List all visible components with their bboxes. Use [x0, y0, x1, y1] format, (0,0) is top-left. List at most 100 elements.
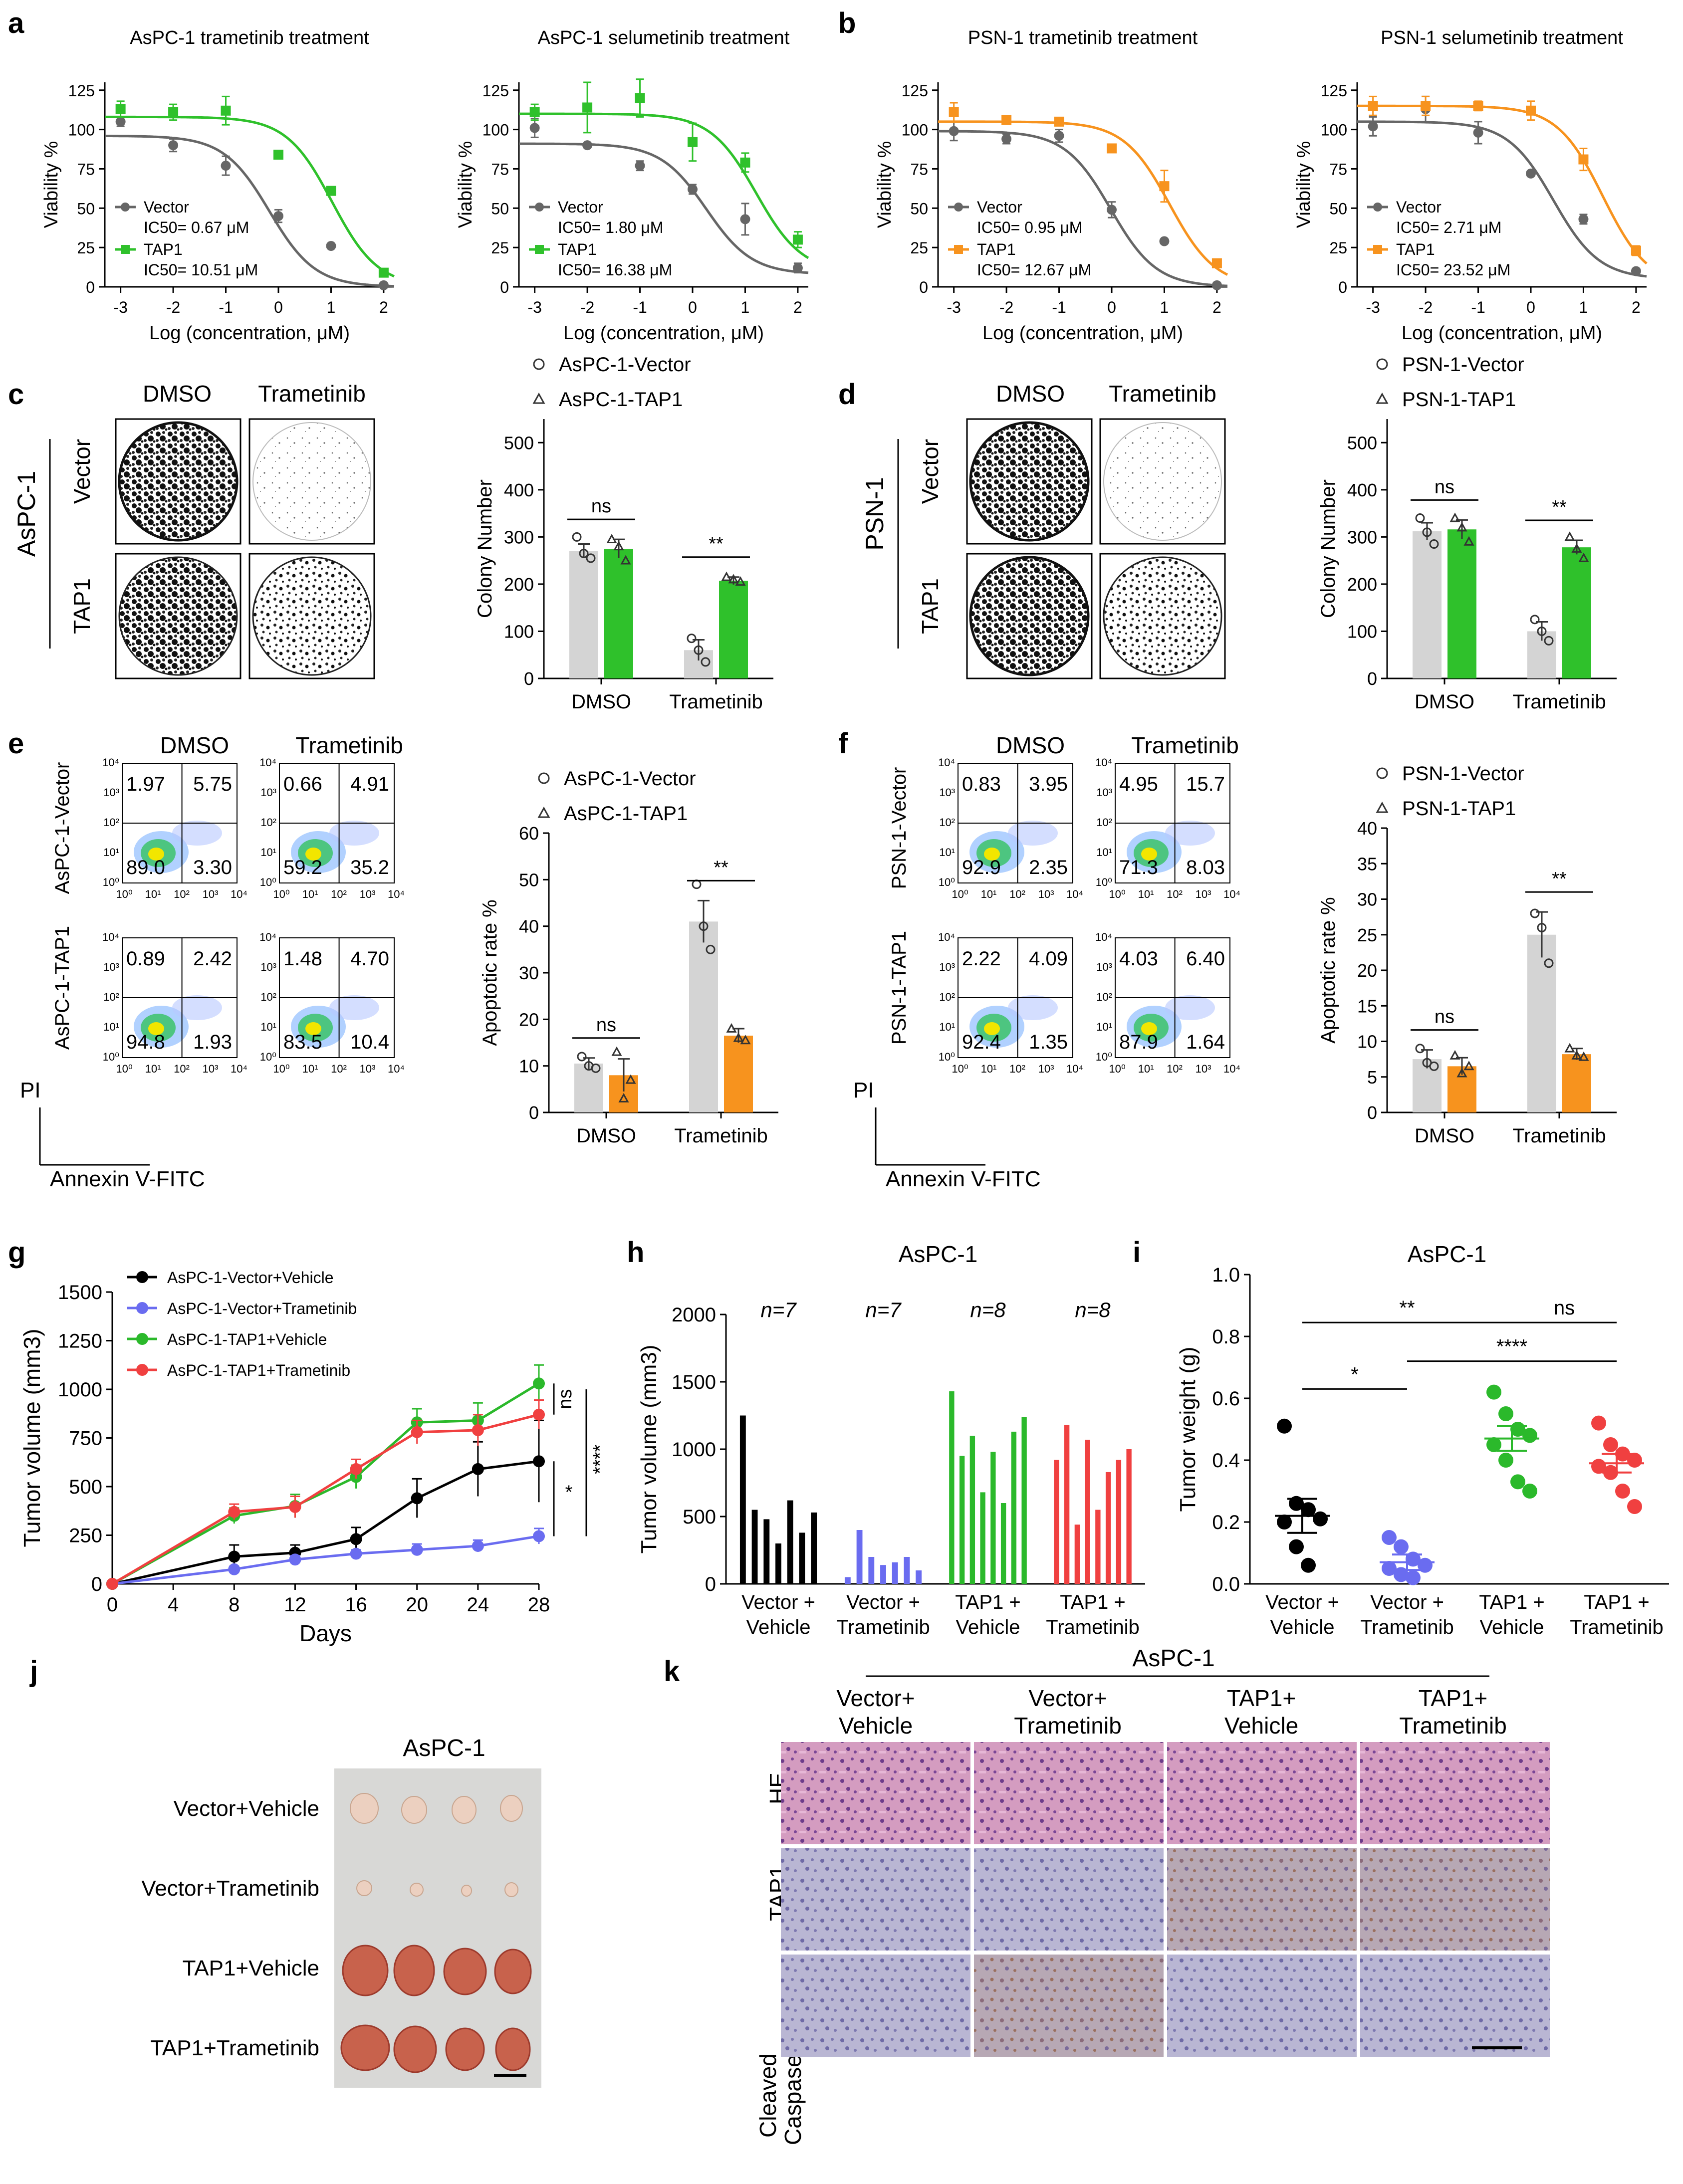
- y-axis-label: Colony Number: [474, 479, 496, 618]
- k-col-label: Trametinib: [1014, 1713, 1122, 1739]
- data-point: [378, 267, 389, 278]
- tumor: [410, 1883, 424, 1897]
- data-point: [586, 553, 596, 563]
- flow-cloud: [148, 848, 164, 861]
- tumor: [356, 1880, 372, 1896]
- flow-y-tick: 10²: [260, 991, 276, 1003]
- data-point: [1277, 1418, 1292, 1434]
- flow-x-tick: 10⁰: [952, 888, 968, 900]
- data-point: [1422, 527, 1432, 537]
- data-point: [728, 574, 739, 584]
- legend-label: PSN-1-TAP1: [1402, 389, 1516, 411]
- k-col-label: Vector+: [836, 1685, 915, 1711]
- bar: [739, 1415, 746, 1584]
- x-axis-label: Log (concentration, μM): [563, 323, 764, 344]
- y-tick-label: 0.2: [1212, 1512, 1240, 1533]
- j-row-label: Vector+Vehicle: [174, 1796, 319, 1821]
- flow-y-tick: 10¹: [939, 1021, 955, 1033]
- bar: [1413, 531, 1442, 678]
- flow-y-tick: 10⁴: [1095, 931, 1112, 943]
- significance-label: ns: [591, 496, 611, 517]
- chart-title: PSN-1 selumetinib treatment: [1381, 27, 1623, 48]
- data-point: [1159, 236, 1170, 246]
- quadrant-value: 1.97: [126, 773, 165, 795]
- quadrant-value: 2.22: [962, 948, 1001, 970]
- data-point: [792, 263, 803, 273]
- panel-letter-f: f: [838, 727, 848, 760]
- data-point: [1277, 1515, 1292, 1529]
- y-tick-label: 125: [1321, 82, 1347, 100]
- legend-label: AsPC-1-Vector: [559, 354, 691, 376]
- x-tick-label: 1: [327, 298, 336, 316]
- colony-well: [1103, 556, 1222, 676]
- k-col-label: Vector+: [1028, 1685, 1107, 1711]
- legend-marker: [533, 358, 545, 370]
- y-tick-label: 0: [529, 1102, 539, 1123]
- d-row-tap1: TAP1: [917, 578, 943, 634]
- significance-label: *: [1351, 1363, 1359, 1385]
- bar: [719, 581, 748, 678]
- legend-marker: [1376, 358, 1388, 370]
- y-tick-label: 250: [69, 1525, 102, 1547]
- bar: [751, 1510, 758, 1584]
- y-tick-label: 500: [1347, 433, 1377, 453]
- j-title: AsPC-1: [403, 1735, 485, 1761]
- data-point: [620, 555, 631, 565]
- significance-label: **: [1552, 869, 1567, 889]
- data-point: [949, 107, 959, 117]
- y-tick-label: 30: [519, 963, 539, 983]
- x-tick-label: 0: [1107, 298, 1116, 316]
- data-point: [1473, 127, 1483, 138]
- ihc-image-tap1: [1360, 1848, 1550, 1951]
- data-point: [726, 1023, 737, 1033]
- flow-y-tick: 10²: [1096, 816, 1112, 829]
- ihc-image-tap1: [1167, 1848, 1357, 1951]
- flow-x-tick: 10²: [174, 1063, 190, 1075]
- x-tick-label: DMSO: [1415, 1125, 1474, 1147]
- legend-label: PSN-1-Vector: [1402, 354, 1524, 376]
- quadrant-value: 5.75: [193, 773, 232, 795]
- flow-x-tick: 10⁴: [231, 1063, 247, 1075]
- flow-x-tick: 10¹: [145, 1063, 161, 1075]
- quadrant-value: 10.4: [350, 1031, 389, 1053]
- data-point: [625, 1074, 636, 1084]
- data-point: [106, 1578, 118, 1590]
- x-tick-label: -2: [166, 298, 180, 316]
- flow-y-tick: 10³: [103, 786, 119, 799]
- quadrant-value: 35.2: [350, 857, 389, 878]
- data-point: [1498, 1453, 1513, 1468]
- x-tick-label: Vehicle: [746, 1616, 811, 1638]
- flow-cloud: [1141, 848, 1157, 861]
- y-tick-label: 50: [910, 200, 928, 218]
- y-tick-label: 75: [1329, 160, 1347, 178]
- y-tick-label: 750: [69, 1428, 102, 1450]
- ihc-image-caspase3: [1167, 1955, 1357, 2057]
- data-point: [1615, 1484, 1630, 1499]
- flow-x-tick: 10¹: [1138, 888, 1154, 900]
- legend-marker: [121, 203, 130, 212]
- flow-y-tick: 10³: [1096, 961, 1112, 973]
- x-tick-label: -3: [1366, 298, 1380, 316]
- n-label: n=7: [865, 1298, 902, 1321]
- significance-label: ns: [555, 1389, 576, 1409]
- panel-letter-d: d: [838, 378, 856, 411]
- data-point: [721, 571, 732, 581]
- data-point: [687, 634, 697, 644]
- bar: [1562, 547, 1591, 678]
- quadrant-value: 4.03: [1119, 948, 1158, 970]
- data-point: [1631, 266, 1641, 276]
- bar: [856, 1530, 863, 1584]
- x-tick-label: 16: [345, 1594, 367, 1616]
- x-tick-label: TAP1 +: [1060, 1591, 1126, 1613]
- dose-response-psn1-selumetinib: PSN-1 selumetinib treatment 0 25 50 75 100 125…: [1293, 27, 1648, 344]
- data-point: [591, 1063, 601, 1073]
- data-point: [733, 1032, 744, 1042]
- x-tick-label: DMSO: [1415, 691, 1474, 713]
- legend-label: TAP1: [1396, 240, 1435, 258]
- data-point: [1571, 1050, 1582, 1060]
- legend-ic50: IC50= 1.80 μM: [558, 218, 663, 236]
- panel-letter-h: h: [627, 1236, 644, 1269]
- legend-marker: [954, 203, 963, 212]
- bar: [1064, 1425, 1070, 1584]
